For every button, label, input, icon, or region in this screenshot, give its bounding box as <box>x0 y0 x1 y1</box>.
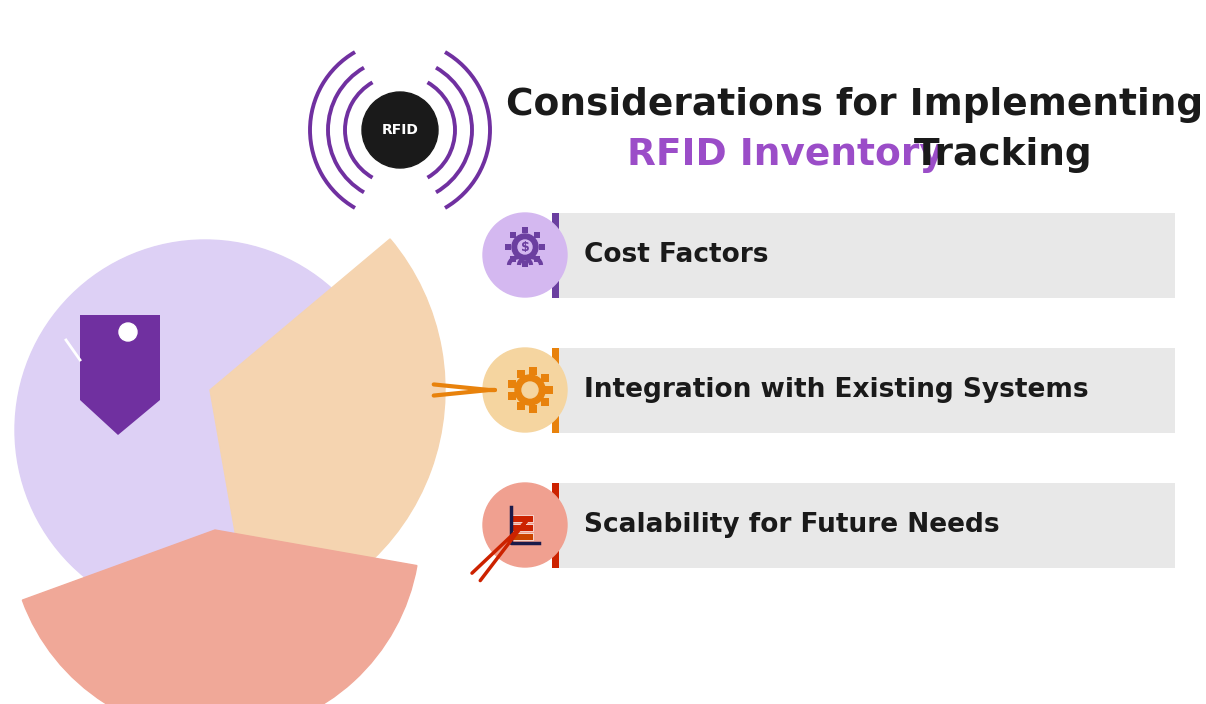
Circle shape <box>515 375 545 405</box>
Text: Considerations for Implementing: Considerations for Implementing <box>507 87 1204 123</box>
FancyBboxPatch shape <box>552 213 1175 298</box>
FancyBboxPatch shape <box>516 403 525 410</box>
FancyBboxPatch shape <box>510 232 516 238</box>
FancyBboxPatch shape <box>540 374 549 382</box>
FancyBboxPatch shape <box>511 524 533 531</box>
FancyBboxPatch shape <box>529 367 538 375</box>
FancyBboxPatch shape <box>508 379 516 387</box>
Text: Cost Factors: Cost Factors <box>584 242 768 268</box>
FancyBboxPatch shape <box>522 261 528 267</box>
FancyBboxPatch shape <box>511 533 533 540</box>
FancyBboxPatch shape <box>545 386 554 394</box>
FancyBboxPatch shape <box>552 348 1175 432</box>
FancyBboxPatch shape <box>511 515 533 522</box>
FancyBboxPatch shape <box>516 370 525 377</box>
Text: RFID: RFID <box>381 123 418 137</box>
FancyBboxPatch shape <box>508 393 516 401</box>
Text: Scalability for Future Needs: Scalability for Future Needs <box>584 512 1000 538</box>
FancyBboxPatch shape <box>552 213 560 298</box>
Polygon shape <box>80 315 160 435</box>
Circle shape <box>482 213 567 297</box>
Circle shape <box>119 323 137 341</box>
FancyBboxPatch shape <box>534 256 540 262</box>
FancyBboxPatch shape <box>539 244 545 250</box>
Circle shape <box>482 348 567 432</box>
Circle shape <box>482 483 567 567</box>
FancyBboxPatch shape <box>540 398 549 406</box>
FancyBboxPatch shape <box>505 244 511 250</box>
FancyBboxPatch shape <box>552 348 560 432</box>
Circle shape <box>513 234 538 260</box>
Circle shape <box>519 240 532 254</box>
Wedge shape <box>23 530 417 704</box>
Text: Integration with Existing Systems: Integration with Existing Systems <box>584 377 1089 403</box>
Circle shape <box>522 382 538 398</box>
FancyBboxPatch shape <box>534 232 540 238</box>
Circle shape <box>14 240 396 620</box>
Text: RFID Inventory: RFID Inventory <box>627 137 943 173</box>
Wedge shape <box>210 239 445 622</box>
FancyBboxPatch shape <box>529 405 538 413</box>
FancyBboxPatch shape <box>522 227 528 233</box>
Text: $: $ <box>521 241 529 253</box>
Text: Tracking: Tracking <box>914 137 1093 173</box>
FancyBboxPatch shape <box>552 482 560 567</box>
FancyBboxPatch shape <box>510 256 516 262</box>
FancyBboxPatch shape <box>552 482 1175 567</box>
Circle shape <box>362 92 438 168</box>
